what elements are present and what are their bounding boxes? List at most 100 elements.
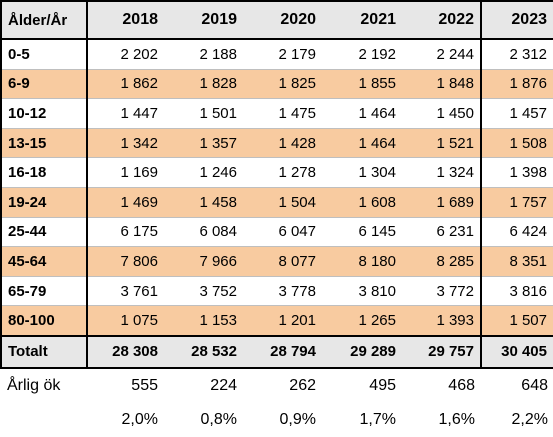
population-table-view: Ålder/År 2018 2019 2020 2021 2022 2023 0… — [0, 0, 553, 428]
age-group-row: 0-5 2 202 2 188 2 179 2 192 2 244 2 312 — [0, 39, 553, 70]
total-value: 28 794 — [243, 334, 322, 369]
age-group-value: 1 475 — [243, 98, 322, 129]
age-group-value: 6 175 — [87, 217, 164, 248]
annual-increase-value: 224 — [164, 367, 243, 403]
annual-increase-percent: 1,7% — [322, 402, 402, 437]
age-group-value: 6 424 — [480, 217, 553, 248]
annual-increase-row: Årlig ök 555 224 262 495 468 648 — [1, 367, 553, 403]
total-value: 30 405 — [480, 334, 553, 369]
age-group-value: 2 179 — [243, 39, 322, 70]
age-group-row: 45-64 7 806 7 966 8 077 8 180 8 285 8 351 — [0, 246, 553, 277]
age-group-value: 2 192 — [322, 39, 402, 70]
age-group-value: 1 398 — [480, 157, 553, 188]
age-group-value: 1 278 — [243, 157, 322, 188]
annual-increase-percent: 2,2% — [481, 402, 553, 437]
age-group-label: 6-9 — [0, 69, 88, 100]
age-group-row: 16-18 1 169 1 246 1 278 1 304 1 324 1 398 — [0, 157, 553, 188]
age-group-label: 65-79 — [0, 276, 88, 307]
age-group-value: 1 458 — [164, 187, 243, 218]
annual-increase-label: Årlig ök — [1, 367, 87, 403]
age-group-value: 3 816 — [480, 276, 553, 307]
age-group-value: 1 848 — [402, 69, 481, 100]
annual-increase-value: 468 — [402, 367, 481, 403]
age-group-value: 1 447 — [87, 98, 164, 129]
annual-increase-percent: 0,9% — [243, 402, 322, 437]
age-group-value: 1 246 — [164, 157, 243, 188]
age-group-row: 65-79 3 761 3 752 3 778 3 810 3 772 3 816 — [0, 276, 553, 307]
age-group-value: 7 966 — [164, 246, 243, 277]
age-group-value: 7 806 — [87, 246, 164, 277]
age-group-value: 6 145 — [322, 217, 402, 248]
age-group-value: 1 508 — [480, 128, 553, 159]
age-group-value: 3 810 — [322, 276, 402, 307]
age-group-value: 1 265 — [322, 305, 402, 337]
age-group-value: 3 778 — [243, 276, 322, 307]
annual-increase-value: 648 — [481, 367, 553, 403]
age-group-row: 19-24 1 469 1 458 1 504 1 608 1 689 1 757 — [0, 187, 553, 218]
header-year: 2021 — [322, 0, 402, 40]
age-group-value: 1 201 — [243, 305, 322, 337]
age-group-value: 1 507 — [480, 305, 553, 337]
age-group-value: 1 828 — [164, 69, 243, 100]
age-group-value: 1 457 — [480, 98, 553, 129]
annual-increase-percent: 0,8% — [164, 402, 243, 437]
age-group-label: 13-15 — [0, 128, 88, 159]
annual-increase-percent-label — [1, 402, 87, 437]
age-group-value: 1 324 — [402, 157, 481, 188]
age-group-value: 1 504 — [243, 187, 322, 218]
age-group-value: 3 752 — [164, 276, 243, 307]
age-group-value: 2 188 — [164, 39, 243, 70]
age-group-value: 1 855 — [322, 69, 402, 100]
annual-increase-value: 495 — [322, 367, 402, 403]
age-group-row: 13-15 1 342 1 357 1 428 1 464 1 521 1 508 — [0, 128, 553, 159]
age-group-value: 8 351 — [480, 246, 553, 277]
age-group-value: 1 862 — [87, 69, 164, 100]
age-group-value: 1 464 — [322, 128, 402, 159]
header-label: Ålder/År — [0, 0, 88, 40]
age-group-value: 1 521 — [402, 128, 481, 159]
age-group-row: 6-9 1 862 1 828 1 825 1 855 1 848 1 876 — [0, 69, 553, 100]
total-value: 29 757 — [402, 334, 481, 369]
header-year: 2019 — [164, 0, 243, 40]
age-group-value: 2 202 — [87, 39, 164, 70]
age-group-value: 1 428 — [243, 128, 322, 159]
age-group-label: 80-100 — [0, 305, 88, 337]
age-group-value: 8 077 — [243, 246, 322, 277]
age-group-value: 1 342 — [87, 128, 164, 159]
total-value: 28 308 — [87, 334, 164, 369]
age-group-value: 8 180 — [322, 246, 402, 277]
header-year: 2022 — [402, 0, 481, 40]
age-group-label: 19-24 — [0, 187, 88, 218]
age-group-value: 6 047 — [243, 217, 322, 248]
age-group-value: 3 772 — [402, 276, 481, 307]
header-year: 2023 — [480, 0, 553, 40]
age-group-value: 2 312 — [480, 39, 553, 70]
age-group-value: 3 761 — [87, 276, 164, 307]
age-group-value: 1 464 — [322, 98, 402, 129]
age-group-value: 1 876 — [480, 69, 553, 100]
annual-increase-value: 262 — [243, 367, 322, 403]
header-year: 2018 — [87, 0, 164, 40]
annual-increase-value: 555 — [87, 367, 164, 403]
total-value: 28 532 — [164, 334, 243, 369]
annual-increase-percent: 2,0% — [87, 402, 164, 437]
age-group-value: 1 153 — [164, 305, 243, 337]
age-group-value: 1 608 — [322, 187, 402, 218]
total-value: 29 289 — [322, 334, 402, 369]
total-label: Totalt — [0, 334, 88, 369]
header-year: 2020 — [243, 0, 322, 40]
total-row: Totalt 28 308 28 532 28 794 29 289 29 75… — [0, 334, 553, 369]
age-group-value: 1 357 — [164, 128, 243, 159]
age-group-value: 1 304 — [322, 157, 402, 188]
age-group-value: 1 689 — [402, 187, 481, 218]
age-group-label: 0-5 — [0, 39, 88, 70]
annual-increase-percent-row: 2,0% 0,8% 0,9% 1,7% 1,6% 2,2% — [1, 402, 553, 437]
age-group-row: 25-44 6 175 6 084 6 047 6 145 6 231 6 424 — [0, 217, 553, 248]
age-group-value: 1 501 — [164, 98, 243, 129]
age-group-value: 1 469 — [87, 187, 164, 218]
age-group-label: 16-18 — [0, 157, 88, 188]
age-group-value: 8 285 — [402, 246, 481, 277]
annual-increase-percent: 1,6% — [402, 402, 481, 437]
age-group-label: 45-64 — [0, 246, 88, 277]
